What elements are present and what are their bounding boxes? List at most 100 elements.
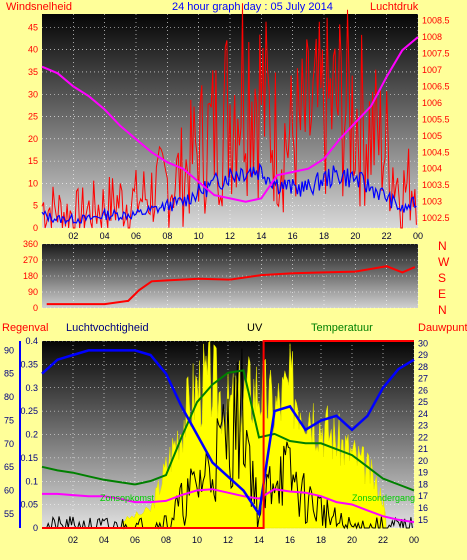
dewpoint-line xyxy=(42,488,415,524)
time-tick: 16 xyxy=(285,535,295,545)
time-tick: 12 xyxy=(223,535,233,545)
time-tick: 08 xyxy=(161,535,171,545)
time-tick: 20 xyxy=(350,231,360,241)
time-tick: 10 xyxy=(192,535,202,545)
wind-speed-label: Windsnelheid xyxy=(6,1,72,13)
time-tick: 22 xyxy=(382,231,392,241)
time-tick: 18 xyxy=(316,535,326,545)
rain-tick: 0 xyxy=(33,523,38,533)
uv-line xyxy=(42,348,413,530)
time-tick: 14 xyxy=(254,535,264,545)
wind-speed-tick: 30 xyxy=(28,89,38,99)
compass-label: N xyxy=(438,303,447,317)
temperature-tick: 28 xyxy=(418,362,428,372)
pressure-tick: 1004 xyxy=(422,164,442,174)
humidity-tick: 80 xyxy=(4,392,14,402)
graph-title: 24 hour graph day : 05 July 2014 xyxy=(172,1,333,13)
time-tick: 06 xyxy=(130,535,140,545)
wind-speed-tick: 45 xyxy=(28,22,38,32)
temperature-tick: 23 xyxy=(418,421,428,431)
sunset-label: Zonsondergang xyxy=(352,493,415,503)
rain-tick: 0.2 xyxy=(25,430,38,440)
temperature-tick: 19 xyxy=(418,468,428,478)
rain-tick: 0.4 xyxy=(25,336,38,346)
wind-speed-tick: 20 xyxy=(28,134,38,144)
direction-tick: 0 xyxy=(33,303,38,313)
direction-tick: 270 xyxy=(23,255,38,265)
compass-label: W xyxy=(438,255,450,269)
time-tick: 06 xyxy=(131,231,141,241)
temperature-tick: 20 xyxy=(418,456,428,466)
wind-average-line xyxy=(41,162,417,225)
time-tick: 02 xyxy=(68,535,78,545)
temperature-label: Temperatuur xyxy=(311,322,373,334)
pressure-line xyxy=(41,36,419,203)
solar-radiation-area xyxy=(122,340,387,529)
humidity-tick: 70 xyxy=(4,439,14,449)
direction-tick: 180 xyxy=(23,271,38,281)
pressure-tick: 1008.5 xyxy=(422,16,450,26)
time-tick: 04 xyxy=(100,231,110,241)
rain-tick: 0.25 xyxy=(20,406,38,416)
humidity-label: Luchtvochtigheid xyxy=(66,322,149,334)
temperature-tick: 16 xyxy=(418,503,428,513)
temperature-tick: 17 xyxy=(418,491,428,501)
compass-label: E xyxy=(438,287,446,301)
time-tick: 16 xyxy=(288,231,298,241)
pressure-tick: 1002.5 xyxy=(422,213,450,223)
humidity-tick: 85 xyxy=(4,369,14,379)
wind-pressure-axes: 4540353025201510501008.510081007.5100710… xyxy=(28,16,450,241)
temperature-tick: 29 xyxy=(418,350,428,360)
dewpoint-label: Dauwpunt xyxy=(418,322,467,334)
humidity-tick: 65 xyxy=(4,462,14,472)
temperature-tick: 21 xyxy=(418,444,428,454)
time-tick: 14 xyxy=(256,231,266,241)
wind-direction-line xyxy=(46,265,416,306)
pressure-tick: 1008 xyxy=(422,32,442,42)
wind-speed-tick: 40 xyxy=(28,45,38,55)
temperature-tick: 15 xyxy=(418,515,428,525)
sunrise-label: Zonsopkomst xyxy=(100,493,155,503)
pressure-tick: 1003 xyxy=(422,197,442,207)
pressure-tick: 1005 xyxy=(422,131,442,141)
temperature-tick: 25 xyxy=(418,397,428,407)
rain-label: Regenval xyxy=(2,322,48,334)
pressure-label: Luchtdruk xyxy=(370,1,419,13)
rain-tick: 0.15 xyxy=(20,453,38,463)
wind-direction-grid xyxy=(42,243,419,309)
humidity-tick: 55 xyxy=(4,509,14,519)
temperature-tick: 24 xyxy=(418,409,428,419)
pressure-tick: 1004.5 xyxy=(422,147,450,157)
time-tick: 22 xyxy=(378,535,388,545)
wind-pressure-series xyxy=(41,3,419,229)
wind-speed-tick: 10 xyxy=(28,178,38,188)
rain-tick: 0.35 xyxy=(20,359,38,369)
pressure-tick: 1003.5 xyxy=(422,180,450,190)
time-tick: 10 xyxy=(194,231,204,241)
rain-line xyxy=(42,340,414,529)
time-tick: 04 xyxy=(99,535,109,545)
rain-tick: 0.1 xyxy=(25,476,38,486)
wind-speed-tick: 25 xyxy=(28,112,38,122)
temperature-tick: 26 xyxy=(418,385,428,395)
climate-axes: 0.4 0.35 0.3 0.25 0.2 0.15 0.1 0.05 0 90 85 80 75 70 6… xyxy=(4,336,428,545)
direction-tick: 90 xyxy=(28,287,38,297)
time-tick: 02 xyxy=(68,231,78,241)
pressure-tick: 1006 xyxy=(422,98,442,108)
pressure-tick: 1007 xyxy=(422,65,442,75)
time-tick: 20 xyxy=(347,535,357,545)
pressure-tick: 1006.5 xyxy=(422,81,450,91)
wind-direction-series xyxy=(46,265,416,306)
humidity-tick: 90 xyxy=(4,345,14,355)
humidity-line xyxy=(41,349,415,518)
temperature-tick: 30 xyxy=(418,338,428,348)
rain-tick: 0.05 xyxy=(20,500,38,510)
pressure-tick: 1005.5 xyxy=(422,114,450,124)
uv-label: UV xyxy=(247,322,263,334)
time-tick: 08 xyxy=(162,231,172,241)
wind-speed-tick: 0 xyxy=(33,223,38,233)
direction-tick: 360 xyxy=(23,239,38,249)
compass-label: N xyxy=(438,239,447,253)
wind-speed-tick: 15 xyxy=(28,156,38,166)
